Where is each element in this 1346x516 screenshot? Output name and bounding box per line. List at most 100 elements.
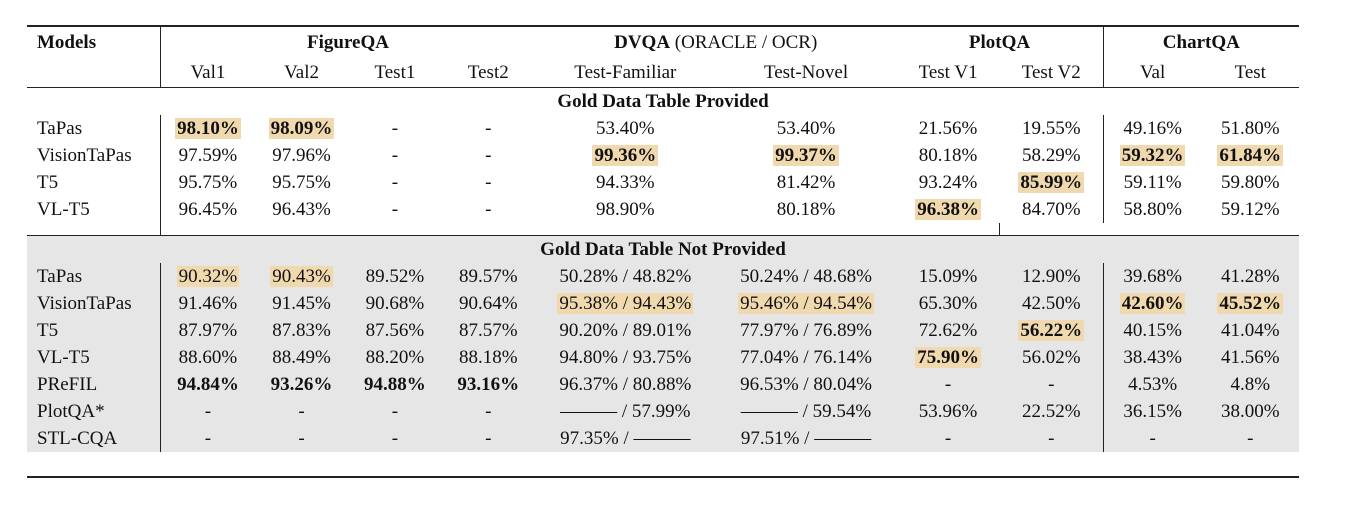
- model-name: TaPas: [27, 263, 162, 290]
- col-header: Test-Novel: [715, 58, 897, 88]
- table-cell: 88.49%: [254, 344, 349, 371]
- highlight-value: 98.10%: [175, 118, 241, 139]
- table-cell: -: [348, 398, 442, 425]
- col-header: Test2: [441, 58, 535, 88]
- table-cell: 77.04% / 76.14%: [715, 344, 897, 371]
- plotqa-header: PlotQA: [896, 27, 1104, 58]
- table-cell: 87.56%: [348, 317, 442, 344]
- table-cell: 58.80%: [1123, 199, 1182, 220]
- table-cell: 93.24%: [918, 172, 978, 193]
- dvqa-header: DVQA (ORACLE / OCR): [535, 27, 896, 58]
- dvqa-note: (ORACLE / OCR): [670, 32, 818, 53]
- model-name: STL-CQA: [27, 425, 162, 452]
- table-cell: -: [485, 118, 492, 139]
- table-cell: -: [485, 172, 492, 193]
- table-cell: 91.46%: [160, 290, 255, 317]
- highlight-value: 99.36%: [592, 145, 659, 166]
- table-cell: ——— / 57.99%: [535, 398, 716, 425]
- table-cell: 99.37%: [716, 142, 897, 169]
- empty-header-cell: [27, 58, 162, 88]
- highlight-value: 85.99%: [1018, 172, 1085, 193]
- table-cell: 59.80%: [1220, 172, 1280, 193]
- table-cell: -: [1201, 425, 1299, 452]
- model-name: VL-T5: [27, 196, 162, 223]
- table-cell: 96.37% / 80.88%: [535, 371, 716, 398]
- table-cell: 97.96%: [272, 145, 331, 166]
- table-cell: 59.12%: [1220, 199, 1280, 220]
- spacer-cell: [160, 223, 1001, 236]
- section-title-row: Gold Data Table Provided: [27, 88, 1299, 116]
- table-cell: 21.56%: [918, 118, 978, 139]
- table-cell: 42.60%: [1103, 290, 1202, 317]
- highlight-value: 42.60%: [1119, 293, 1186, 314]
- col-header: Val: [1103, 58, 1202, 88]
- table-cell: 96.43%: [272, 199, 331, 220]
- table-cell: 56.22%: [999, 317, 1104, 344]
- table-row: PlotQA* - - - - ——— / 57.99% ——— / 59.54…: [27, 398, 1299, 425]
- highlight-value: 90.32%: [176, 266, 240, 287]
- table-cell: 87.83%: [254, 317, 349, 344]
- not-provided-section: Gold Data Table Not Provided TaPas 90.32…: [27, 235, 1299, 452]
- table-cell: 89.52%: [348, 263, 442, 290]
- col-header: Test1: [348, 58, 442, 88]
- table-cell: 75.90%: [896, 344, 1000, 371]
- provided-section: Gold Data Table Provided TaPas 98.10% 98…: [27, 88, 1299, 236]
- table-cell: 65.30%: [896, 290, 1000, 317]
- table-cell: -: [999, 371, 1104, 398]
- table-cell: 94.88%: [348, 371, 442, 398]
- table-cell: 95.46% / 94.54%: [715, 290, 897, 317]
- top-rule: [27, 25, 1299, 27]
- model-name: TaPas: [27, 115, 162, 142]
- header-row-groups: Models FigureQA DVQA (ORACLE / OCR) Plot…: [27, 27, 1299, 58]
- table-cell: 96.38%: [896, 196, 999, 223]
- table-cell: 41.56%: [1201, 344, 1299, 371]
- highlight-value: 95.46% / 94.54%: [738, 293, 874, 314]
- table-cell: 61.84%: [1202, 142, 1299, 169]
- spacer-cell: [1000, 223, 1299, 236]
- table-cell: -: [896, 371, 1000, 398]
- table-cell: 93.26%: [254, 371, 349, 398]
- table-cell: 94.80% / 93.75%: [535, 344, 716, 371]
- table-cell: 51.80%: [1220, 118, 1280, 139]
- table-cell: 59.32%: [1103, 142, 1201, 169]
- table-cell: 36.15%: [1103, 398, 1202, 425]
- table-row: TaPas 98.10% 98.09% - - 53.40% 53.40% 21…: [27, 115, 1299, 142]
- table-cell: -: [391, 145, 399, 166]
- table-cell: 50.28% / 48.82%: [535, 263, 716, 290]
- table-cell: 88.18%: [441, 344, 535, 371]
- section-title-not-provided: Gold Data Table Not Provided: [27, 235, 1299, 263]
- figureqa-header: FigureQA: [307, 32, 389, 53]
- table-row: TaPas 90.32% 90.43% 89.52% 89.57% 50.28%…: [27, 263, 1299, 290]
- table-cell: 98.09%: [255, 115, 348, 142]
- table-cell: 98.10%: [161, 115, 255, 142]
- col-header: Val2: [254, 58, 349, 88]
- table-cell: 98.90%: [596, 199, 655, 220]
- header-row-splits: Val1 Val2 Test1 Test2 Test-Familiar Test…: [27, 58, 1299, 88]
- table-cell: 53.40%: [776, 118, 836, 139]
- highlight-value: 75.90%: [915, 347, 981, 368]
- table-cell: 96.53% / 80.04%: [715, 371, 897, 398]
- table-cell: 4.8%: [1201, 371, 1299, 398]
- table-cell: 41.28%: [1201, 263, 1299, 290]
- table-cell: 58.29%: [999, 142, 1104, 169]
- table-cell: 15.09%: [896, 263, 1000, 290]
- table-cell: 50.24% / 48.68%: [715, 263, 897, 290]
- table-cell: 42.50%: [999, 290, 1104, 317]
- table-cell: -: [254, 398, 349, 425]
- table-cell: 80.18%: [918, 145, 978, 166]
- table-row: PReFIL 94.84% 93.26% 94.88% 93.16% 96.37…: [27, 371, 1299, 398]
- table-cell: -: [441, 398, 535, 425]
- table-cell: 81.42%: [776, 172, 836, 193]
- table-cell: 87.97%: [160, 317, 255, 344]
- table-cell: 96.45%: [178, 199, 238, 220]
- table-cell: 93.16%: [441, 371, 535, 398]
- table-cell: 91.45%: [254, 290, 349, 317]
- highlight-value: 56.22%: [1018, 320, 1085, 341]
- highlight-value: 90.43%: [270, 266, 333, 287]
- table-cell: 4.53%: [1103, 371, 1202, 398]
- model-name: VL-T5: [27, 344, 162, 371]
- highlight-value: 59.32%: [1119, 145, 1186, 166]
- table-cell: ——— / 59.54%: [715, 398, 897, 425]
- table-cell: 40.15%: [1103, 317, 1202, 344]
- table-cell: 97.35% / ———: [535, 425, 716, 452]
